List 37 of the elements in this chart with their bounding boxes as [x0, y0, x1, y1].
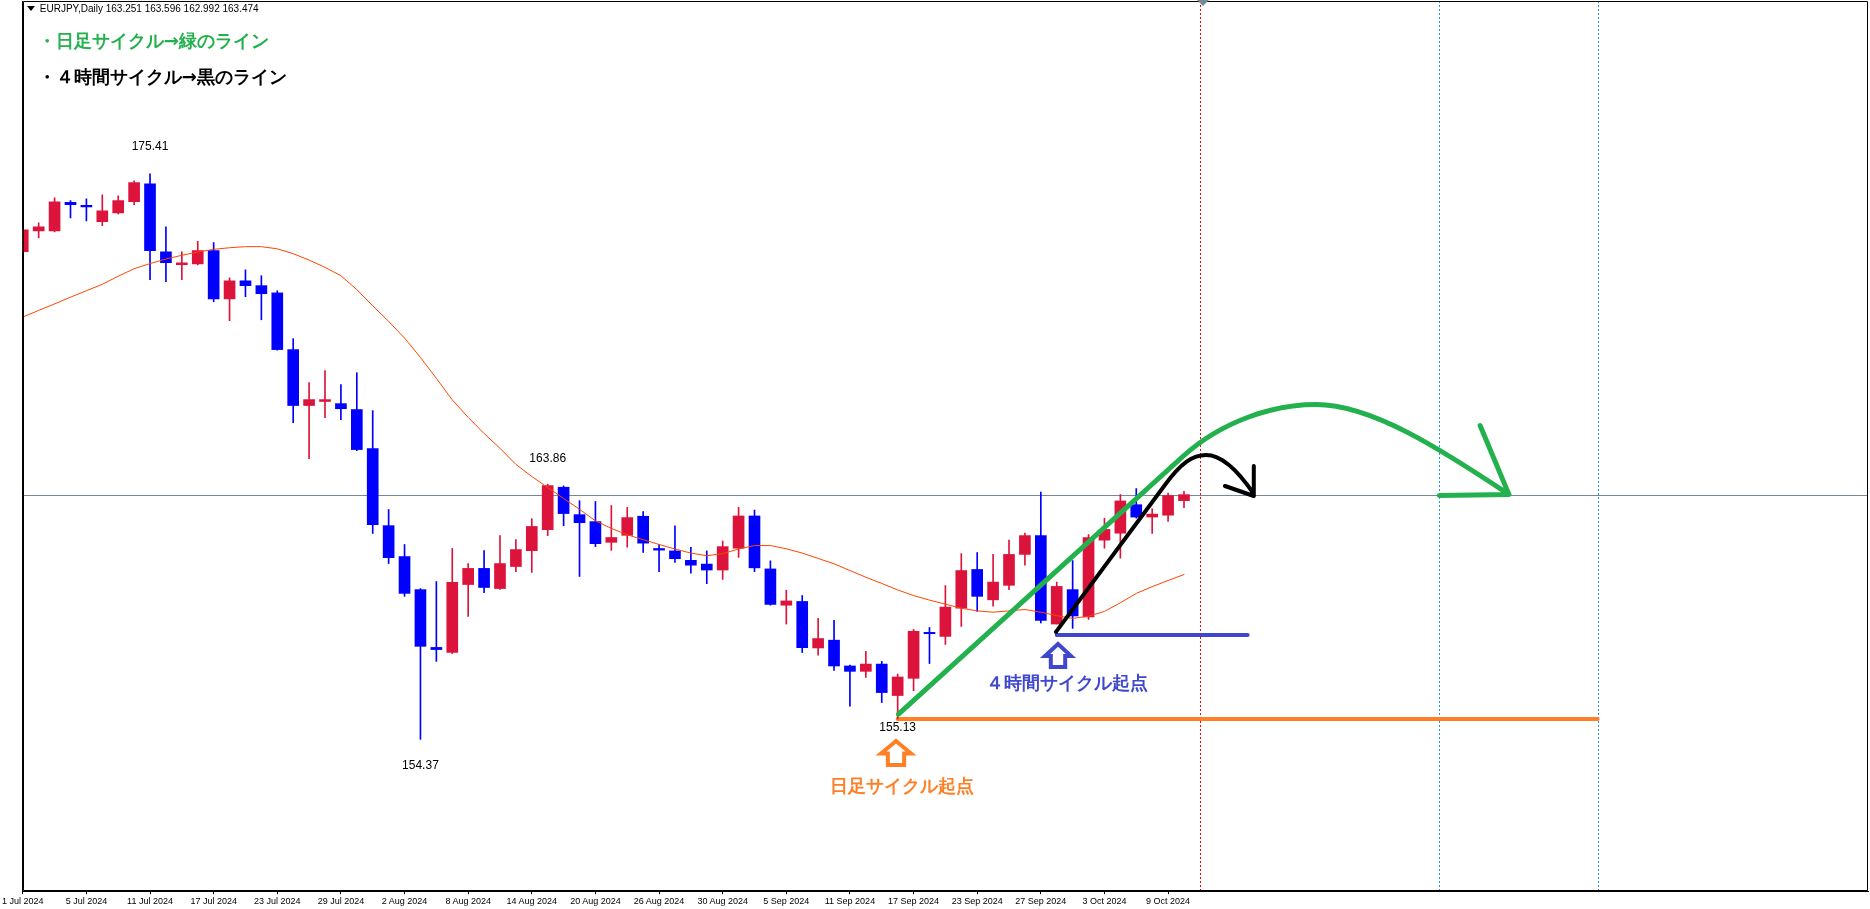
x-tick-label: 9 Oct 2024: [1146, 896, 1191, 907]
x-tick-label: 23 Jul 2024: [254, 896, 301, 907]
x-tick-label: 8 Aug 2024: [445, 896, 491, 907]
x-tick-label: 27 Sep 2024: [1015, 896, 1067, 907]
candlestick: [780, 589, 793, 625]
chart-title: EURJPY,Daily 163.251 163.596 162.992 163.474: [39, 2, 260, 14]
candlestick: [700, 550, 713, 585]
x-tick-label: 3 Oct 2024: [1082, 896, 1127, 907]
annotation: 175.41: [131, 139, 169, 154]
x-tick-label: 20 Aug 2024: [570, 896, 621, 907]
x-tick-label: 11 Sep 2024: [824, 896, 876, 907]
candlestick: [319, 370, 331, 418]
candlestick: [303, 382, 315, 460]
candlestick: [335, 384, 347, 421]
annotation: ・日足サイクル→緑のライン: [37, 29, 269, 51]
candlestick: [844, 664, 856, 707]
x-tick-label: 11 Jul 2024: [127, 896, 173, 907]
x-tick-label: 26 Aug 2024: [633, 896, 685, 907]
candlestick: [812, 618, 824, 656]
x-tick-label: 23 Sep 2024: [951, 896, 1003, 907]
annotation: 日足サイクル起点: [829, 774, 974, 796]
candlestick: [176, 251, 188, 281]
annotation: ４時間サイクル起点: [985, 671, 1148, 693]
x-tick-label: 17 Sep 2024: [888, 896, 940, 907]
x-tick-label: 2 Aug 2024: [381, 896, 428, 907]
annotation: ・４時間サイクル→黒のライン: [37, 66, 287, 88]
x-tick-label: 5 Jul 2024: [65, 896, 108, 907]
candlestick: [160, 226, 172, 282]
x-tick-label: 5 Sep 2024: [763, 896, 810, 907]
annotation: 154.37: [402, 757, 440, 772]
x-tick-label: 1 Jul 2024: [1, 896, 44, 907]
annotation: 155.13: [879, 720, 917, 735]
annotation: 163.86: [529, 450, 567, 465]
x-tick-label: 29 Jul 2024: [317, 896, 365, 907]
x-tick-label: 14 Aug 2024: [506, 896, 558, 907]
x-tick-label: 17 Jul 2024: [190, 896, 237, 907]
x-tick-label: 30 Aug 2024: [697, 896, 748, 907]
